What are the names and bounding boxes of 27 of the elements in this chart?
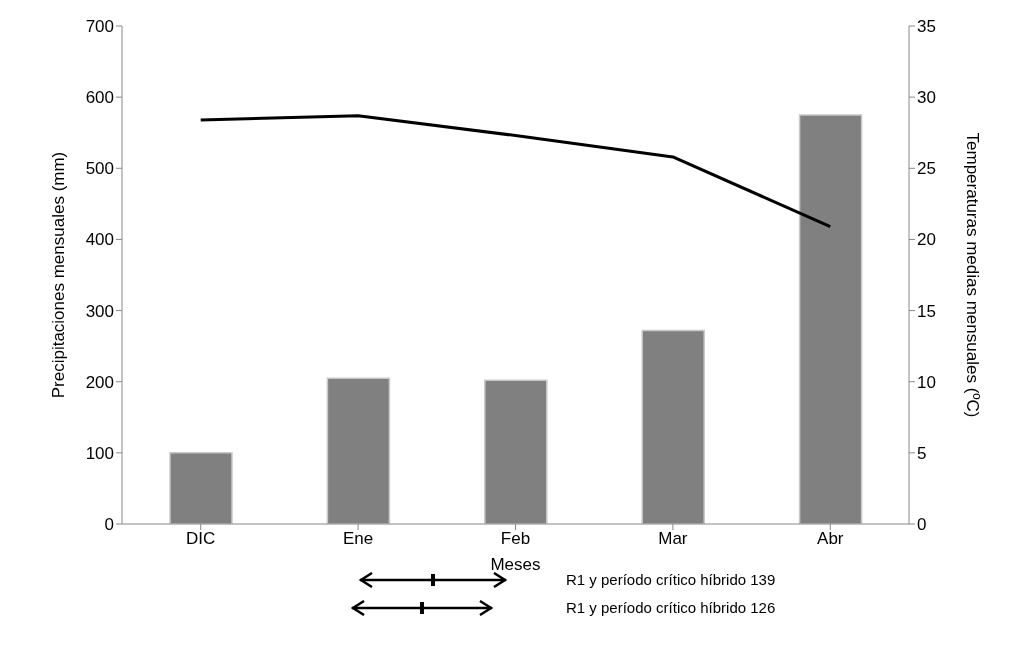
x-tick-label: Abr	[817, 529, 844, 549]
y2-tick-label: 0	[917, 515, 927, 535]
y-axis-title: Precipitaciones mensuales (mm)	[49, 151, 69, 399]
y-tick-label: 100	[85, 443, 114, 463]
x-tick-label: DIC	[186, 529, 216, 549]
line-series	[199, 114, 832, 229]
y2-axis-title: Temperaturas medias mensuales (ºC)	[962, 132, 982, 418]
x-axis-title: Meses	[490, 555, 541, 574]
x-tick-label: Ene	[342, 529, 374, 549]
y-tick-label: 700	[85, 17, 114, 37]
y-tick-label: 600	[85, 88, 114, 108]
y-tick-label: 200	[85, 372, 114, 392]
y2-tick-label: 20	[917, 230, 936, 250]
text: R1 y período crítico híbrido 126	[566, 599, 776, 616]
y-tick-label: 0	[104, 515, 114, 535]
y-tick-label: 400	[85, 230, 114, 250]
text: R1 y período crítico híbrido 139	[566, 571, 776, 588]
x-tick-label: Mar	[658, 529, 688, 549]
x-tick-label: Feb	[500, 529, 531, 549]
y2-tick-label: 15	[917, 301, 936, 321]
y2-tick-label: 25	[917, 159, 936, 179]
y-tick-label: 500	[85, 159, 114, 179]
y2-tick-label: 5	[917, 443, 927, 463]
y2-tick-label: 30	[917, 88, 936, 108]
y-tick-label: 300	[85, 301, 114, 321]
y2-tick-label: 35	[917, 17, 936, 37]
y2-tick-label: 10	[917, 372, 936, 392]
